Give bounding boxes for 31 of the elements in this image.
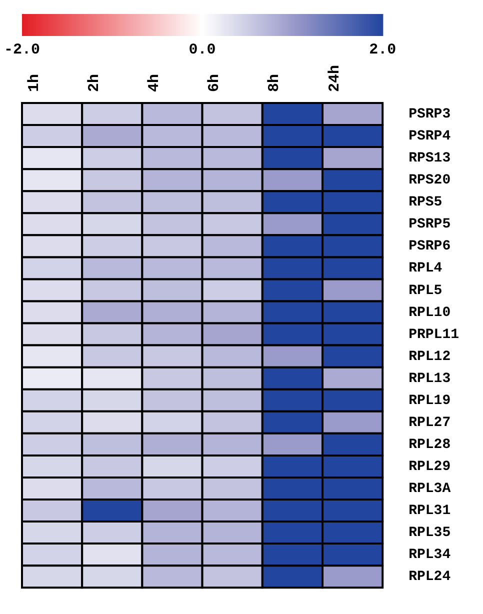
y-tick-label: RPS13 <box>408 150 451 167</box>
y-tick-label: PSRP5 <box>408 216 451 233</box>
color-bar-label: 0.0 <box>188 41 216 58</box>
y-tick-label: RPL24 <box>408 569 451 586</box>
y-tick-label: RPL28 <box>408 436 451 453</box>
x-tick-label: 24h <box>326 64 344 92</box>
color-bar-label: 2.0 <box>369 41 396 58</box>
y-tick-label: RPL10 <box>408 304 451 321</box>
y-tick-label: PSRP3 <box>408 106 451 123</box>
y-tick-label: RPL29 <box>408 458 451 475</box>
x-tick-label: 6h <box>206 74 224 92</box>
y-tick-label: RPL4 <box>408 260 442 277</box>
y-tick-label: RPL35 <box>408 525 451 542</box>
x-tick-label: 4h <box>146 74 164 92</box>
y-tick-label: RPS20 <box>408 172 451 189</box>
y-tick-label: PRPL11 <box>408 326 460 343</box>
y-tick-label: RPL13 <box>408 370 451 387</box>
y-tick-label: RPL34 <box>408 547 451 564</box>
y-tick-label: RPL12 <box>408 348 451 365</box>
y-tick-label: RPL27 <box>408 414 451 431</box>
y-tick-label: PSRP6 <box>408 238 451 255</box>
y-tick-label: RPL3A <box>408 481 452 498</box>
x-tick-label: 2h <box>86 74 103 92</box>
y-tick-label: RPL5 <box>408 282 442 299</box>
x-tick-label: 8h <box>266 74 284 92</box>
y-tick-label: RPL19 <box>408 392 451 409</box>
y-tick-label: RPL31 <box>408 503 451 520</box>
color-bar-label: -2.0 <box>4 41 40 58</box>
y-tick-label: RPS5 <box>408 194 442 211</box>
y-tick-label: PSRP4 <box>408 128 451 145</box>
x-tick-label: 1h <box>26 74 43 92</box>
